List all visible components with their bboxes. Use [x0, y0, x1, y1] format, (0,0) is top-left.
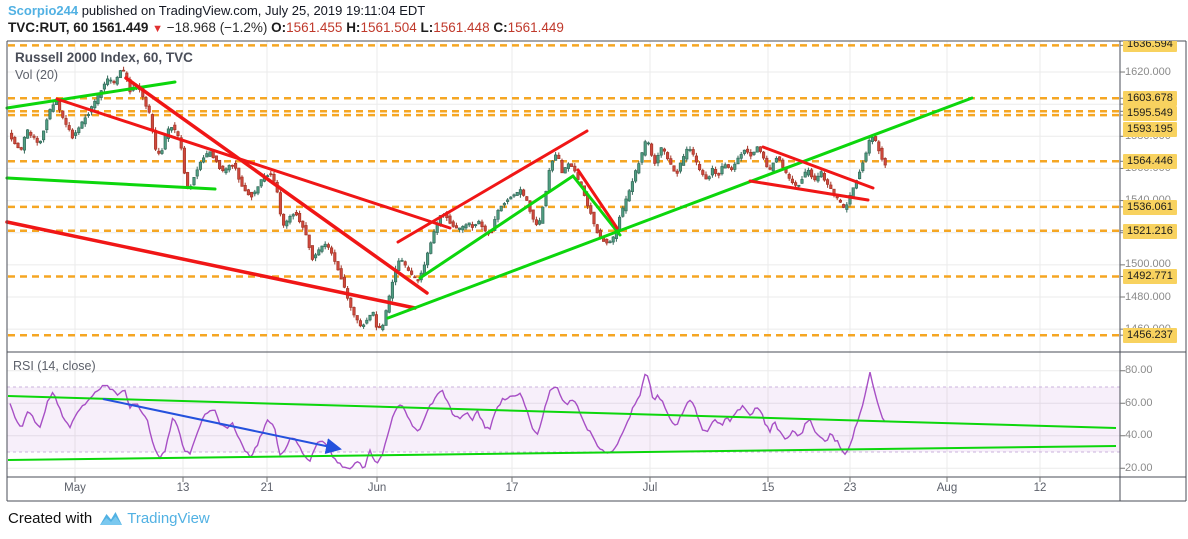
price-grid-label: 1500.000 [1125, 258, 1171, 270]
tradingview-brand-link[interactable]: TradingView [127, 510, 210, 527]
tradingview-logo-icon [100, 512, 123, 525]
time-axis[interactable]: May 13 21 Jun 17 Jul 15 23 Aug 12 [0, 477, 1120, 500]
time-axis-label: Jun [367, 482, 387, 494]
low-label: L: [420, 20, 434, 35]
rsi-grid-label: 60.00 [1125, 397, 1153, 409]
price-change: −18.968 (−1.2%) [166, 20, 268, 35]
high-value: 1561.504 [360, 20, 417, 35]
high-label: H: [346, 20, 361, 35]
low-value: 1561.448 [433, 20, 490, 35]
price-grid-label: 1480.000 [1125, 291, 1171, 303]
price-level-label: 1536.061 [1123, 200, 1177, 215]
volume-indicator-label: Vol (20) [15, 68, 59, 82]
author-link[interactable]: Scorpio244 [8, 3, 79, 18]
time-axis-label: 23 [843, 482, 857, 494]
price-level-label: 1456.237 [1123, 328, 1177, 343]
price-grid-label: 1620.000 [1125, 66, 1171, 78]
time-axis-label: May [64, 482, 86, 494]
price-level-label: 1595.549 [1123, 106, 1177, 121]
rsi-grid-label: 20.00 [1125, 462, 1153, 474]
footer-attribution: Created with TradingView [8, 510, 210, 527]
rsi-band [7, 386, 1120, 453]
symbol-interval: TVC:RUT, 60 [8, 20, 89, 35]
price-level-label: 1492.771 [1123, 269, 1177, 284]
time-axis-label: 12 [1033, 482, 1047, 494]
time-axis-label: 17 [505, 482, 519, 494]
price-axis[interactable]: 1620.0001600.0001580.0001560.0001540.000… [1121, 41, 1188, 501]
price-level-label: 1521.216 [1123, 224, 1177, 239]
open-label: O: [271, 20, 287, 35]
series-title: Russell 2000 Index, 60, TVC [15, 50, 193, 65]
rsi-grid-label: 80.00 [1125, 364, 1153, 376]
trendline-drawings[interactable] [5, 76, 974, 320]
time-axis-label: 21 [260, 482, 274, 494]
price-level-label: 1636.594 [1123, 41, 1177, 52]
grid-layer [7, 41, 1120, 477]
time-axis-label: Jul [642, 482, 658, 494]
time-axis-label: Aug [936, 482, 958, 494]
price-level-label: 1603.678 [1123, 91, 1177, 106]
rsi-grid-label: 40.00 [1125, 429, 1153, 441]
open-value: 1561.455 [286, 20, 343, 35]
ohlc-row: TVC:RUT, 60 1561.449 ▼ −18.968 (−1.2%) O… [8, 20, 564, 35]
price-level-label: 1593.195 [1123, 122, 1177, 137]
created-with-text: Created with [8, 510, 93, 527]
price-level-label: 1564.446 [1123, 154, 1177, 169]
time-axis-label: 13 [176, 482, 190, 494]
last-price: 1561.449 [92, 20, 149, 35]
publish-text: published on TradingView.com, July 25, 2… [78, 3, 426, 18]
time-axis-label: 15 [761, 482, 775, 494]
close-value: 1561.449 [507, 20, 564, 35]
candles-layer [10, 66, 887, 332]
publish-info: Scorpio244 published on TradingView.com,… [8, 3, 425, 18]
close-label: C: [493, 20, 508, 35]
rsi-plot [7, 372, 1117, 470]
price-level-lines[interactable] [8, 44, 1120, 337]
main-pane-legend: Russell 2000 Index, 60, TVC Vol (20) [15, 50, 193, 82]
panel-borders [6, 40, 1187, 502]
down-arrow-icon: ▼ [152, 23, 163, 35]
rsi-indicator-label: RSI (14, close) [13, 359, 96, 373]
